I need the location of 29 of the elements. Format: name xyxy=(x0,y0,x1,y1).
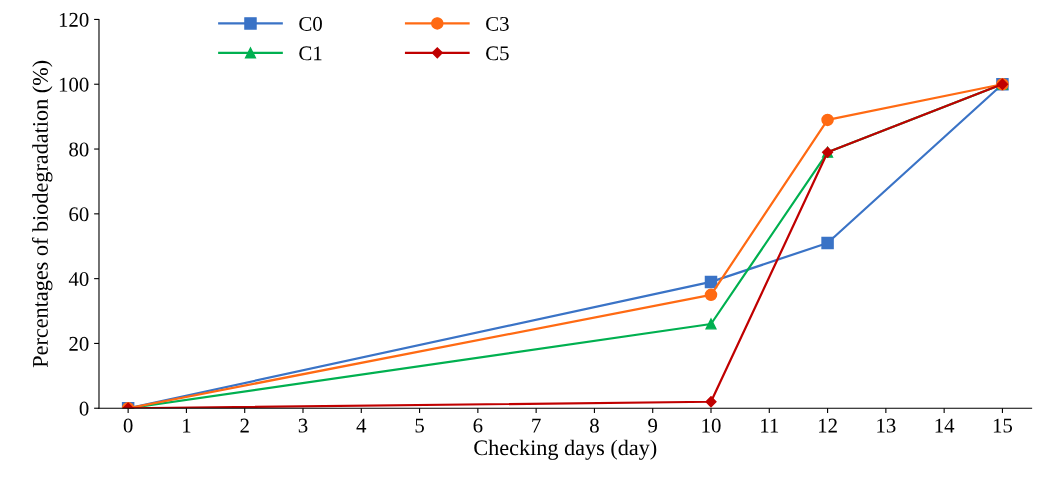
x-tick-label: 4 xyxy=(356,418,367,433)
x-tick-label: 14 xyxy=(935,418,955,433)
x-tick-label: 0 xyxy=(123,418,133,433)
y-tick-label: 40 xyxy=(68,272,89,287)
x-tick-label: 5 xyxy=(415,418,424,433)
legend-label: C3 xyxy=(486,16,509,31)
x-tick-label: 9 xyxy=(648,418,658,433)
x-axis-title: Checking days (day) xyxy=(474,439,657,460)
x-tick-label: 6 xyxy=(473,418,483,433)
y-tick-label: 80 xyxy=(69,142,89,157)
x-tick-label: 3 xyxy=(298,418,308,433)
y-tick-label: 100 xyxy=(59,77,89,92)
x-tick-label: 7 xyxy=(532,418,541,433)
x-tick-label: 11 xyxy=(761,418,779,433)
x-tick-label: 1 xyxy=(183,418,191,433)
legend-label: C5 xyxy=(486,46,509,61)
y-tick-label: 0 xyxy=(79,401,89,416)
legend-label: C0 xyxy=(299,16,322,31)
legend-label: C1 xyxy=(299,46,322,61)
y-tick-label: 20 xyxy=(69,336,89,351)
y-tick-label: 120 xyxy=(59,12,89,27)
y-tick-label: 60 xyxy=(69,207,89,222)
x-tick-label: 13 xyxy=(877,418,896,433)
y-axis-title: Percentages of biodegradation (%) xyxy=(32,60,53,368)
x-tick-label: 10 xyxy=(702,418,721,433)
x-tick-label: 12 xyxy=(818,418,837,433)
x-tick-label: 2 xyxy=(240,418,249,433)
x-tick-label: 8 xyxy=(590,418,599,433)
x-tick-label: 15 xyxy=(993,418,1013,433)
